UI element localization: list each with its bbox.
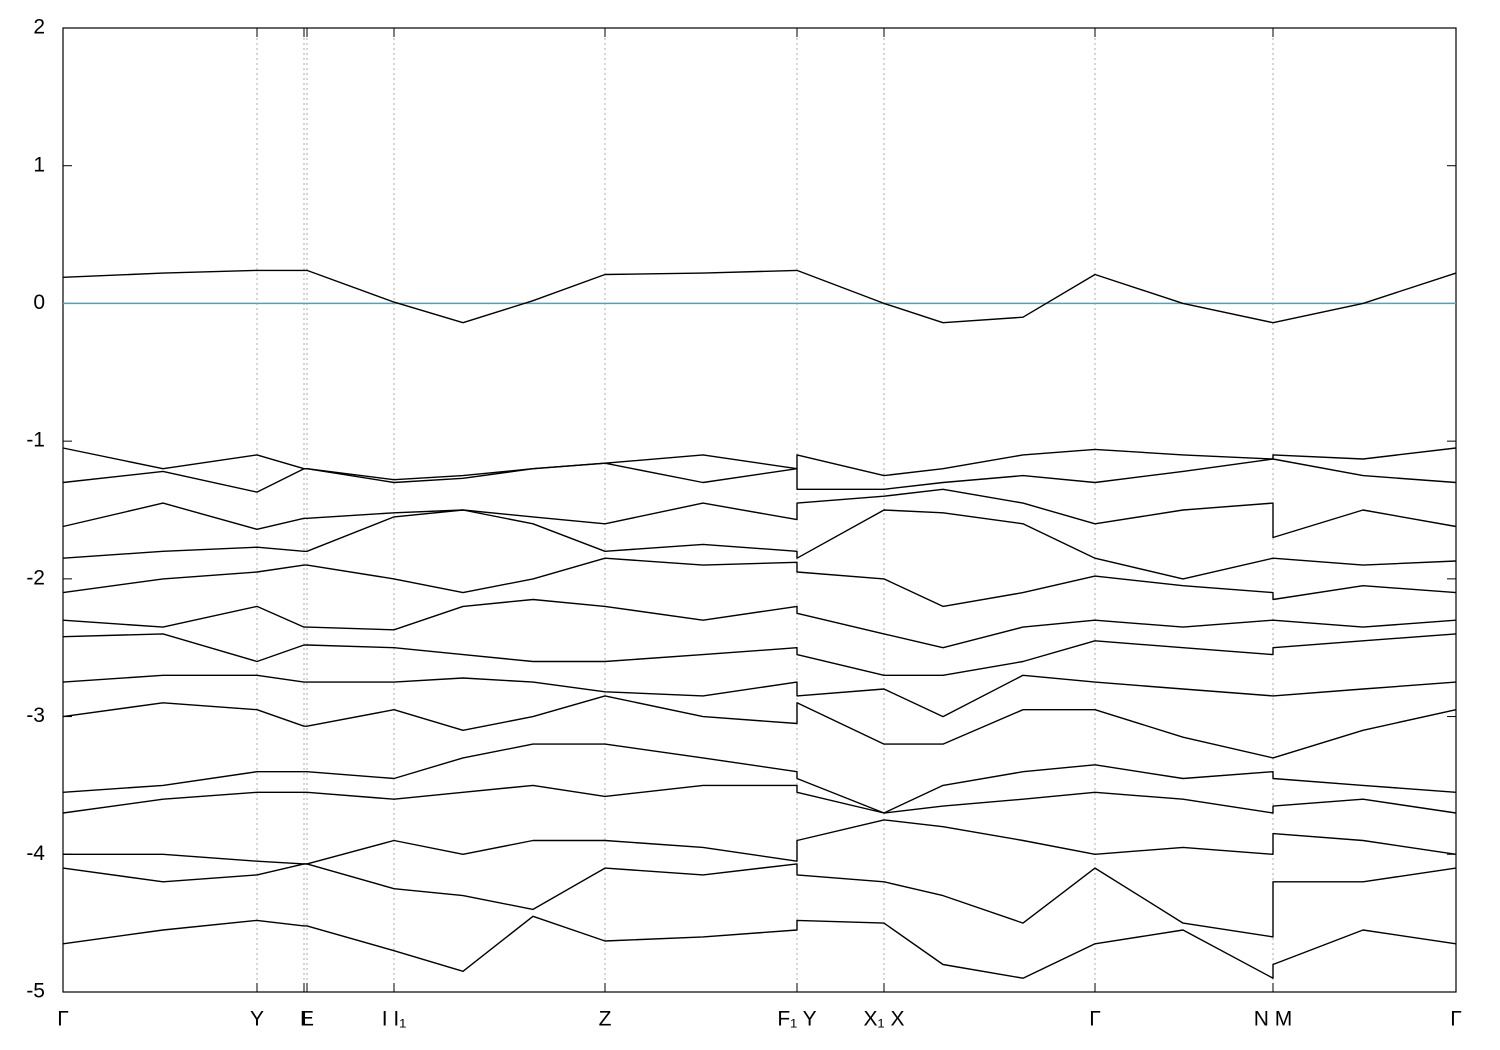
band-line <box>62 863 1457 938</box>
x-tick-label: Y <box>250 1008 264 1031</box>
plot-frame <box>62 27 1457 993</box>
y-tick-label: -1 <box>26 429 45 452</box>
band-line <box>62 509 1457 580</box>
band-line <box>62 695 1457 759</box>
x-tick-label: Γ <box>1450 1008 1462 1031</box>
x-tick-label: E <box>300 1008 314 1031</box>
x-tick-label: I I₁ <box>382 1008 407 1031</box>
band-line <box>62 458 1457 493</box>
x-tick-label: Γ <box>57 1008 69 1031</box>
y-tick-label: -4 <box>26 842 45 865</box>
y-tick-label: -5 <box>26 980 45 1003</box>
x-tick-label: F₁ Y <box>777 1008 816 1031</box>
y-tick-label: 0 <box>33 291 45 314</box>
y-tick-label: -3 <box>26 704 45 727</box>
band-line <box>62 915 1457 979</box>
band-line <box>62 269 1457 324</box>
band-line <box>62 598 1457 649</box>
band-line <box>63 819 1457 865</box>
band-line <box>62 743 1457 814</box>
x-tick-label: Z <box>599 1008 612 1031</box>
x-tick-label: Γ <box>1089 1008 1101 1031</box>
band-line <box>62 488 1457 539</box>
x-tick-label: N M <box>1254 1008 1293 1031</box>
x-tick-label: X₁ X <box>864 1008 905 1031</box>
band-line <box>62 784 1457 814</box>
y-tick-label: 1 <box>33 153 45 176</box>
band-line <box>62 633 1457 676</box>
x-tick-label: I <box>301 1008 307 1031</box>
y-tick-label: 2 <box>33 16 45 39</box>
y-tick-label: -2 <box>26 566 45 589</box>
band-line <box>62 674 1457 718</box>
band-line <box>62 447 1457 481</box>
band-line <box>62 557 1457 608</box>
